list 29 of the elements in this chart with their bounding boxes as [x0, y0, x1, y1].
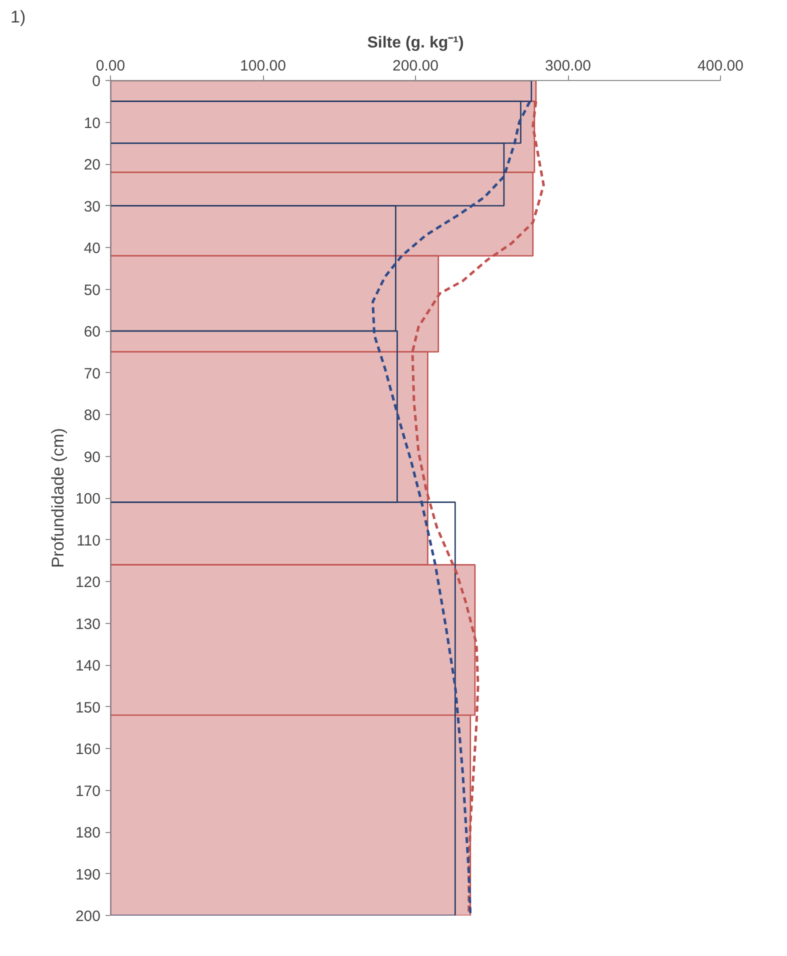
y-tick-label: 100 [75, 490, 101, 508]
y-tick-label: 180 [75, 824, 101, 842]
y-tick-label: 50 [84, 282, 101, 299]
y-tick-label: 20 [84, 156, 101, 174]
y-tick-label: 60 [84, 324, 101, 340]
y-tick-label: 160 [75, 741, 101, 758]
y-tick-label: 110 [76, 532, 101, 550]
y-tick-label: 90 [84, 448, 101, 466]
x-tick-label: 400.00 [698, 58, 744, 74]
y-tick-label: 40 [84, 240, 101, 257]
x-axis-title: Silte (g. kg⁻¹) [367, 34, 464, 52]
text: 1) [10, 8, 26, 26]
y-tick-label: 0 [92, 73, 100, 90]
y-tick-label: 190 [75, 866, 101, 884]
y-tick-label: 120 [75, 574, 101, 591]
x-tick-label: 300.00 [545, 58, 591, 74]
x-tick-label: 200.00 [392, 58, 438, 74]
y-axis-title: Profundidade (cm) [48, 428, 68, 568]
y-tick-label: 30 [84, 198, 101, 216]
y-tick-label: 10 [84, 114, 101, 132]
x-tick-label: 0.00 [96, 58, 126, 74]
y-tick-label: 70 [84, 365, 101, 382]
y-tick-label: 130 [75, 616, 101, 633]
y-tick-label: 200 [75, 908, 101, 925]
x-tick-label: 100.00 [240, 58, 286, 74]
y-tick-label: 140 [75, 658, 101, 674]
y-tick-label: 150 [75, 699, 101, 716]
y-tick-label: 80 [84, 407, 101, 424]
y-tick-label: 170 [75, 782, 101, 800]
